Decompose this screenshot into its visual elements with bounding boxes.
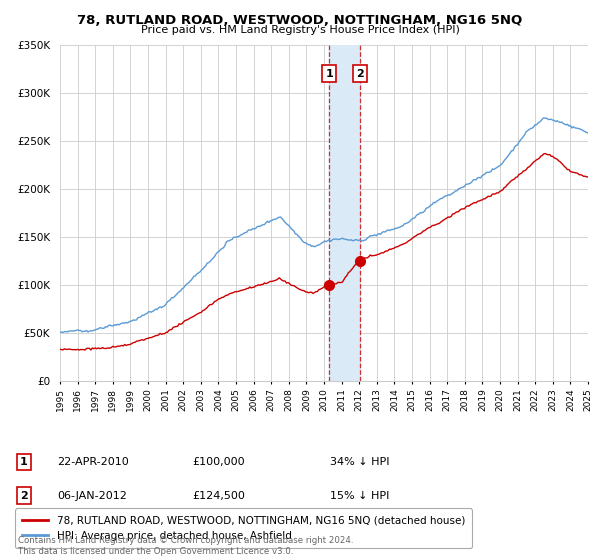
Text: 06-JAN-2012: 06-JAN-2012 xyxy=(57,491,127,501)
Text: 15% ↓ HPI: 15% ↓ HPI xyxy=(330,491,389,501)
Text: 22-APR-2010: 22-APR-2010 xyxy=(57,457,129,467)
Text: £124,500: £124,500 xyxy=(192,491,245,501)
Text: 1: 1 xyxy=(325,69,333,78)
Text: 1: 1 xyxy=(20,457,28,467)
Text: 34% ↓ HPI: 34% ↓ HPI xyxy=(330,457,389,467)
Text: 2: 2 xyxy=(356,69,364,78)
Text: 2: 2 xyxy=(20,491,28,501)
Legend: 78, RUTLAND ROAD, WESTWOOD, NOTTINGHAM, NG16 5NQ (detached house), HPI: Average : 78, RUTLAND ROAD, WESTWOOD, NOTTINGHAM, … xyxy=(15,508,472,548)
Text: 78, RUTLAND ROAD, WESTWOOD, NOTTINGHAM, NG16 5NQ: 78, RUTLAND ROAD, WESTWOOD, NOTTINGHAM, … xyxy=(77,14,523,27)
Text: Contains HM Land Registry data © Crown copyright and database right 2024.
This d: Contains HM Land Registry data © Crown c… xyxy=(18,536,353,556)
Text: £100,000: £100,000 xyxy=(192,457,245,467)
Text: Price paid vs. HM Land Registry's House Price Index (HPI): Price paid vs. HM Land Registry's House … xyxy=(140,25,460,35)
Bar xyxy=(329,45,359,381)
